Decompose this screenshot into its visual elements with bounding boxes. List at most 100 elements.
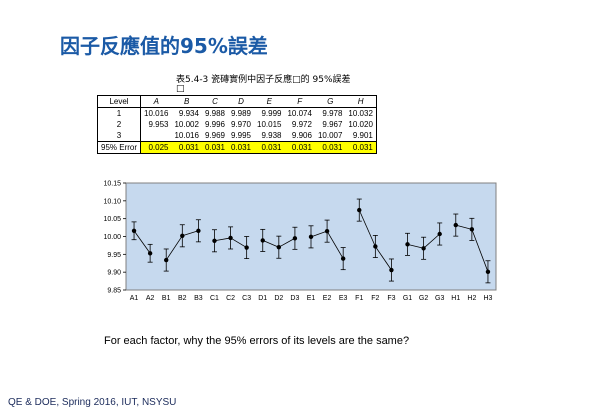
data-point xyxy=(196,228,201,233)
table-cell: 3 xyxy=(96,130,141,142)
effect-line xyxy=(423,233,440,249)
table-cell: 0.031 xyxy=(345,141,377,154)
table-cell: 10.016 xyxy=(174,131,199,140)
table-cell: 9.901 xyxy=(345,130,377,142)
table-cell: 0.031 xyxy=(284,141,315,154)
effect-line xyxy=(471,229,489,272)
table-cell: 10.002 xyxy=(174,120,199,129)
data-point xyxy=(373,244,378,249)
effect-line xyxy=(326,230,344,259)
table-caption-continuation: □ xyxy=(176,84,185,94)
x-tick-label: H3 xyxy=(483,295,492,302)
x-tick-label: D2 xyxy=(274,295,283,302)
effect-line xyxy=(375,246,392,271)
effect-line xyxy=(455,224,472,230)
data-point xyxy=(131,228,137,233)
header-a: A xyxy=(140,95,172,108)
x-tick-label: C1 xyxy=(210,295,219,302)
data-point xyxy=(228,235,233,241)
table-cell: 9.953 xyxy=(140,119,172,130)
table-cell: 0.031 xyxy=(227,141,255,154)
x-tick-label: C2 xyxy=(226,295,235,302)
header-f: F xyxy=(284,95,315,108)
table-cell: 10.020 xyxy=(345,119,377,130)
header-g: G xyxy=(314,95,346,108)
table-cell: 0.031 xyxy=(171,141,202,154)
table-cell: 0.031 xyxy=(314,141,346,154)
data-point xyxy=(340,256,346,261)
effect-line xyxy=(358,209,376,247)
table-cell: 9.972 xyxy=(291,120,312,129)
data-point xyxy=(164,257,169,263)
y-tick-label: 9.85 xyxy=(107,288,121,295)
table-header-row: Level A B C D E F G H xyxy=(96,95,377,108)
table-row-95-error: 95% Error 0.025 0.031 0.031 0.031 0.031 … xyxy=(96,141,377,154)
effect-line xyxy=(230,237,247,248)
y-tick-label: 9.90 xyxy=(107,270,121,277)
data-point xyxy=(260,238,265,243)
slide-title: 因子反應值的95%誤差 xyxy=(60,34,268,58)
effect-line xyxy=(310,230,328,238)
x-tick-label: E2 xyxy=(323,295,332,302)
effect-line xyxy=(262,240,279,248)
x-tick-label: D1 xyxy=(258,295,267,302)
data-point xyxy=(308,234,314,240)
main-effects-error-chart: 9.85 9.90 9.95 10.00 10.05 10.10 10.15 A1 A2 B1 B2… xyxy=(103,181,497,302)
x-tick-label: A1 xyxy=(130,295,139,302)
table-cell: 0.031 xyxy=(254,141,285,154)
effect-line xyxy=(133,230,151,254)
data-point xyxy=(212,238,217,243)
data-point xyxy=(469,227,475,232)
data-point xyxy=(276,245,282,250)
header-c: C xyxy=(201,95,228,108)
data-point xyxy=(324,228,330,234)
data-point xyxy=(357,207,362,213)
x-tick-label: D3 xyxy=(290,295,299,302)
header-d: D xyxy=(227,95,255,108)
effect-line xyxy=(182,230,199,237)
x-tick-label: H2 xyxy=(467,295,476,302)
x-tick-label: C3 xyxy=(242,295,251,302)
x-tick-label: E3 xyxy=(339,295,348,302)
data-point xyxy=(453,222,458,228)
effect-line xyxy=(165,235,183,261)
y-tick-label: 10.00 xyxy=(103,234,121,241)
data-point xyxy=(485,269,491,275)
data-point xyxy=(421,246,426,251)
table-cell: 9.999 xyxy=(261,109,282,118)
x-tick-label: G3 xyxy=(435,295,444,302)
table-cell: 9.906 xyxy=(291,131,312,140)
x-tick-label: G2 xyxy=(419,295,428,302)
table-cell: 9.989 xyxy=(230,109,252,118)
x-tick-label: B2 xyxy=(178,295,187,302)
table-cell: 10.016 xyxy=(140,107,172,119)
table-cell: 9.967 xyxy=(322,120,343,129)
table-cell: 2 xyxy=(96,119,141,130)
header-b: B xyxy=(171,95,202,108)
x-tick-label: G1 xyxy=(403,295,412,302)
table-cell: 10.032 xyxy=(345,107,377,119)
header-e: E xyxy=(254,95,285,108)
table-cell: 9.969 xyxy=(204,131,225,140)
table-cell: 10.007 xyxy=(317,131,343,140)
table-cell: 0.025 xyxy=(140,141,172,154)
footer-text: QE & DOE, Spring 2016, IUT, NSYSU xyxy=(8,397,177,408)
question-text: For each factor, why the 95% errors of i… xyxy=(104,335,410,347)
data-point xyxy=(292,236,298,241)
table-row: 2 9.953 10.002 9.996 9.970 10.015 9.972 … xyxy=(96,119,377,130)
table-row: 1 10.016 9.934 9.988 9.989 9.999 10.074 … xyxy=(96,107,377,119)
x-tick-label: B3 xyxy=(194,295,203,302)
table-cell xyxy=(140,130,172,142)
table-cell: 9.970 xyxy=(230,120,252,129)
x-tick-label: F2 xyxy=(371,295,379,302)
x-tick-label: A2 xyxy=(146,295,155,302)
x-tick-label: F1 xyxy=(355,295,363,302)
table-row: 3 10.016 9.969 9.995 9.938 9.906 10.007 … xyxy=(96,130,377,142)
y-tick-label: 9.95 xyxy=(107,252,121,259)
x-tick-label: E1 xyxy=(307,295,316,302)
table-cell: 9.938 xyxy=(261,131,282,140)
data-point xyxy=(389,267,394,273)
header-h: H xyxy=(345,95,377,108)
table-cell: 9.988 xyxy=(204,109,225,118)
header-level: Level xyxy=(96,95,141,108)
